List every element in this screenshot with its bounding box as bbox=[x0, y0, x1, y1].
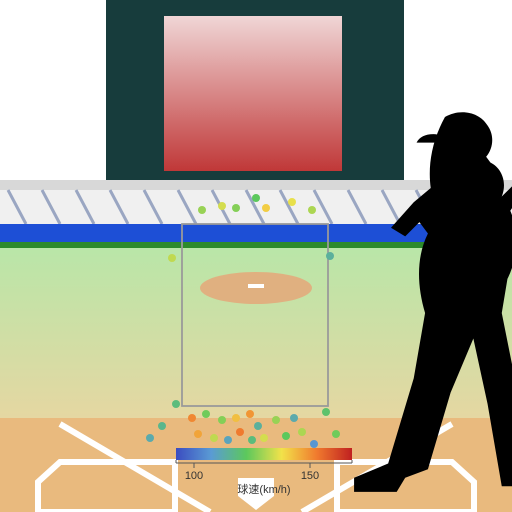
pitch-point bbox=[298, 428, 306, 436]
pitch-point bbox=[262, 204, 270, 212]
pitch-point bbox=[232, 414, 240, 422]
legend-tick: 100 bbox=[185, 470, 203, 482]
pitch-point bbox=[198, 206, 206, 214]
pitch-point bbox=[168, 254, 176, 262]
pitch-point bbox=[188, 414, 196, 422]
pitch-point bbox=[308, 206, 316, 214]
pitch-point bbox=[322, 408, 330, 416]
pitch-point bbox=[246, 410, 254, 418]
pitch-point bbox=[232, 204, 240, 212]
pitch-point bbox=[260, 434, 268, 442]
pitch-point bbox=[236, 428, 244, 436]
pitch-point bbox=[194, 430, 202, 438]
pitch-point bbox=[282, 432, 290, 440]
pitch-point bbox=[288, 198, 296, 206]
speed-legend bbox=[176, 448, 352, 460]
pitch-point bbox=[202, 410, 210, 418]
scoreboard-screen bbox=[164, 16, 342, 171]
pitch-point bbox=[158, 422, 166, 430]
pitch-point bbox=[218, 416, 226, 424]
pitch-point bbox=[172, 400, 180, 408]
pitch-point bbox=[254, 422, 262, 430]
pitch-point bbox=[310, 440, 318, 448]
pitch-point bbox=[272, 416, 280, 424]
pitch-point bbox=[146, 434, 154, 442]
pitch-point bbox=[218, 202, 226, 210]
legend-title: 球速(km/h) bbox=[237, 482, 290, 496]
pitch-point bbox=[290, 414, 298, 422]
pitch-point bbox=[326, 252, 334, 260]
pitch-point bbox=[248, 436, 256, 444]
pitch-point bbox=[210, 434, 218, 442]
pitch-point bbox=[252, 194, 260, 202]
pitch-point bbox=[224, 436, 232, 444]
pitch-chart: 100 150 球速(km/h) bbox=[0, 0, 512, 512]
pitch-point bbox=[332, 430, 340, 438]
legend-tick: 150 bbox=[301, 470, 319, 482]
